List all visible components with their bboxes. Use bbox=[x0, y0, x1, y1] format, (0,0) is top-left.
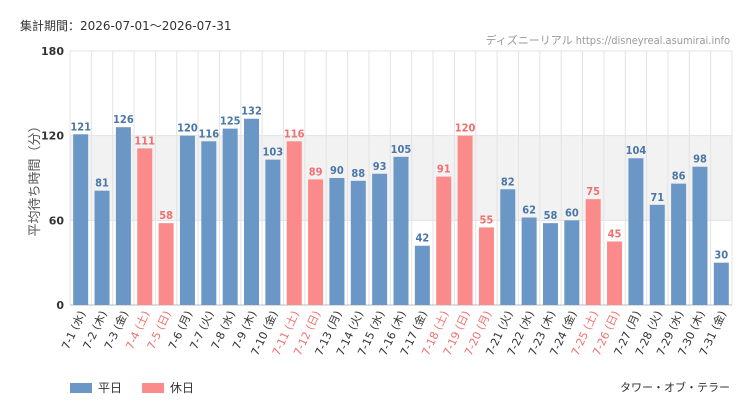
bar-value-label: 132 bbox=[241, 105, 262, 118]
bar-value-label: 30 bbox=[714, 249, 728, 262]
bar[interactable] bbox=[179, 135, 195, 305]
bar[interactable] bbox=[542, 223, 558, 305]
bar-value-label: 86 bbox=[672, 170, 686, 183]
bar[interactable] bbox=[94, 190, 110, 305]
bar[interactable] bbox=[521, 217, 537, 305]
bar-value-label: 55 bbox=[480, 213, 494, 226]
bar-value-label: 105 bbox=[391, 143, 412, 156]
bar[interactable] bbox=[286, 141, 302, 305]
bar[interactable] bbox=[73, 134, 89, 305]
bar-value-label: 120 bbox=[177, 122, 198, 135]
bar[interactable] bbox=[671, 183, 687, 305]
legend-item-weekday[interactable]: 平日 bbox=[70, 379, 122, 396]
bar-value-label: 88 bbox=[351, 167, 365, 180]
bar[interactable] bbox=[244, 118, 260, 305]
bar-value-label: 75 bbox=[586, 185, 600, 198]
legend-label-weekday: 平日 bbox=[98, 381, 123, 395]
bar-value-label: 82 bbox=[501, 175, 515, 188]
bar-value-label: 111 bbox=[134, 134, 155, 147]
y-tick-label: 0 bbox=[56, 299, 64, 312]
bar[interactable] bbox=[414, 245, 430, 305]
bar-value-label: 90 bbox=[330, 164, 344, 177]
bar-value-label: 71 bbox=[650, 191, 664, 204]
bar-value-label: 125 bbox=[220, 115, 241, 128]
bar-value-label: 98 bbox=[693, 153, 707, 166]
bar-value-label: 62 bbox=[522, 204, 536, 217]
legend-swatch-holiday bbox=[142, 382, 165, 393]
bar-value-label: 60 bbox=[565, 206, 579, 219]
bar-value-label: 120 bbox=[455, 122, 476, 135]
bar[interactable] bbox=[628, 158, 644, 305]
y-tick-label: 120 bbox=[41, 130, 64, 143]
bar[interactable] bbox=[713, 262, 729, 305]
legend-swatch-weekday bbox=[70, 382, 92, 393]
bar[interactable] bbox=[436, 176, 452, 305]
bar[interactable] bbox=[457, 135, 473, 305]
attraction-name: タワー・オブ・テラー bbox=[620, 381, 730, 394]
bar[interactable] bbox=[308, 179, 324, 305]
bar-value-label: 116 bbox=[284, 127, 305, 140]
bar[interactable] bbox=[564, 220, 580, 305]
bar-value-label: 121 bbox=[70, 120, 91, 133]
bar-value-label: 58 bbox=[544, 209, 558, 222]
bar[interactable] bbox=[222, 128, 238, 305]
bar[interactable] bbox=[372, 173, 388, 305]
bar[interactable] bbox=[265, 159, 281, 305]
bar[interactable] bbox=[201, 141, 217, 305]
bar-value-label: 58 bbox=[159, 209, 173, 222]
bar[interactable] bbox=[607, 241, 623, 306]
bar[interactable] bbox=[350, 180, 366, 305]
bar[interactable] bbox=[649, 204, 665, 305]
bar-value-label: 103 bbox=[263, 146, 284, 159]
bar-value-label: 42 bbox=[415, 232, 429, 245]
bar-value-label: 81 bbox=[95, 177, 109, 190]
legend: 平日 休日 bbox=[70, 379, 194, 396]
bar-value-label: 89 bbox=[309, 165, 323, 178]
bar[interactable] bbox=[115, 127, 131, 305]
bar[interactable] bbox=[137, 148, 153, 305]
bar-value-label: 45 bbox=[608, 228, 622, 241]
bar[interactable] bbox=[478, 227, 494, 305]
bar[interactable] bbox=[393, 156, 409, 305]
y-tick-label: 180 bbox=[41, 45, 64, 58]
bar-value-label: 93 bbox=[373, 160, 387, 173]
legend-label-holiday: 休日 bbox=[170, 381, 195, 395]
y-tick-label: 60 bbox=[49, 214, 65, 227]
bar[interactable] bbox=[500, 189, 516, 305]
bar-value-label: 104 bbox=[626, 144, 647, 157]
period-label: 集計期間：2026-07-01～2026-07-31 bbox=[20, 19, 232, 33]
legend-item-holiday[interactable]: 休日 bbox=[142, 379, 194, 396]
y-axis-label: 平均待ち時間（分） bbox=[28, 119, 43, 236]
source-link[interactable]: ディズニーリアル https://disneyreal.asumirai.inf… bbox=[485, 34, 730, 47]
bar[interactable] bbox=[158, 223, 174, 305]
bar[interactable] bbox=[692, 166, 708, 305]
bar[interactable] bbox=[329, 178, 345, 305]
bar[interactable] bbox=[585, 199, 601, 305]
bar-value-label: 116 bbox=[198, 127, 219, 140]
bar-value-label: 91 bbox=[437, 163, 451, 176]
bar-value-label: 126 bbox=[113, 113, 134, 126]
